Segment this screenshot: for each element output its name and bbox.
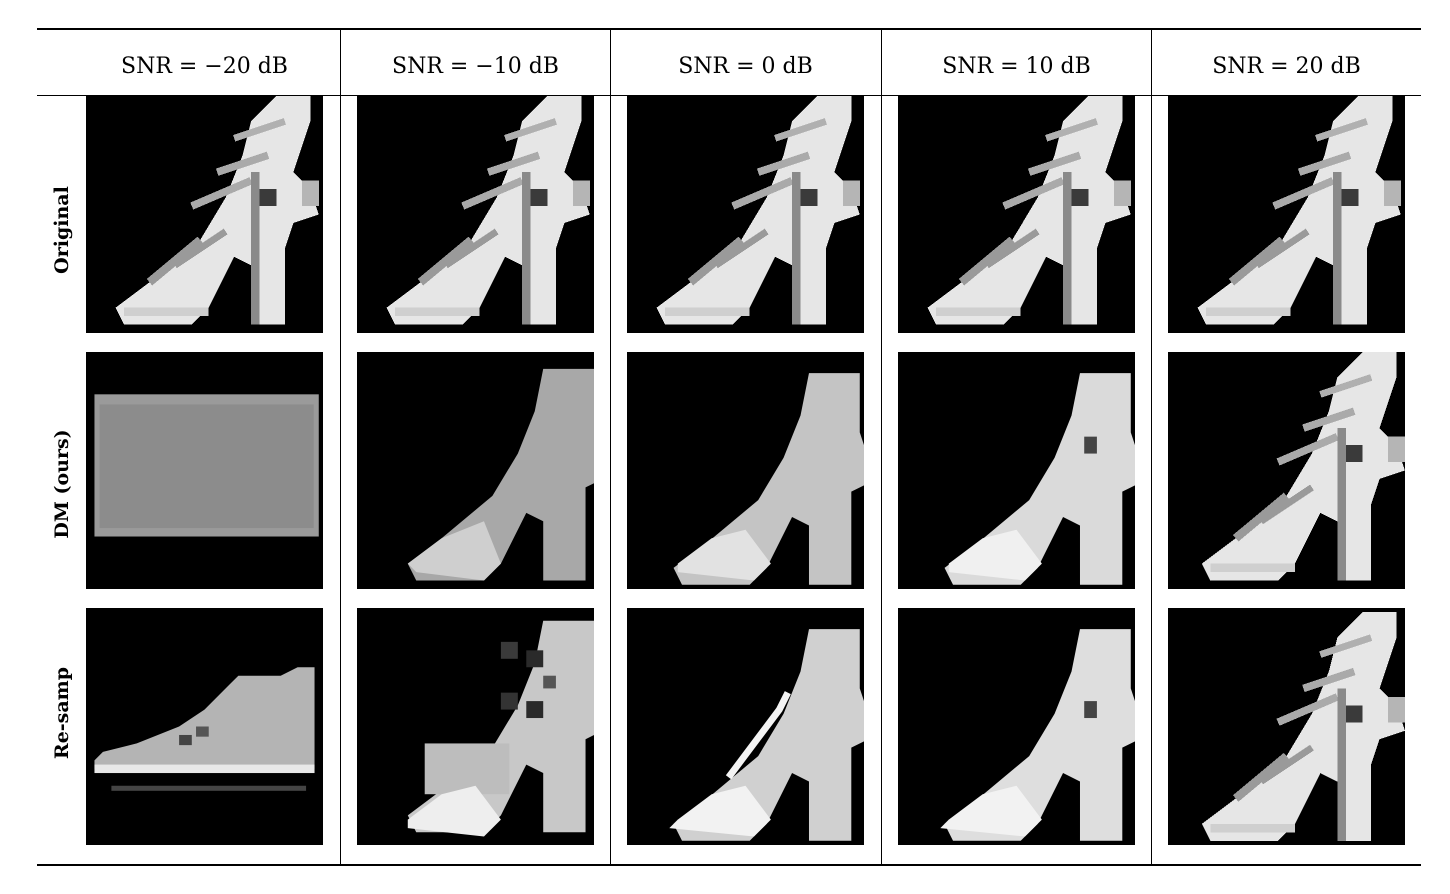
image-resamp-snr-minus-10	[357, 608, 594, 845]
bottom-rule	[37, 864, 1421, 866]
boot-image	[627, 96, 864, 333]
image-dm-snr-minus-20	[86, 352, 323, 589]
boot-image	[407, 368, 594, 581]
boot-image	[940, 629, 1135, 841]
column-header-snr-20: SNR = 20 dB	[1212, 54, 1361, 79]
sneaker-image	[94, 667, 315, 791]
boot-image	[86, 96, 323, 333]
image-original-snr-20	[1168, 96, 1405, 333]
top-rule	[37, 28, 1421, 30]
boot-image	[898, 96, 1135, 333]
boot-image	[944, 373, 1135, 585]
column-separator	[340, 29, 341, 865]
image-original-snr-minus-20	[86, 96, 323, 333]
image-original-snr-10	[898, 96, 1135, 333]
image-dm-snr-10	[898, 352, 1135, 589]
column-header-snr-10: SNR = 10 dB	[942, 54, 1091, 79]
image-original-snr-0	[627, 96, 864, 333]
column-separator	[1151, 29, 1152, 865]
boot-image	[407, 620, 594, 837]
boot-image	[669, 629, 864, 841]
image-resamp-snr-10	[898, 608, 1135, 845]
column-separator	[881, 29, 882, 865]
image-resamp-snr-minus-20	[86, 608, 323, 845]
boot-image	[673, 373, 864, 585]
image-dm-snr-minus-10	[357, 352, 594, 589]
column-header-snr-minus-20: SNR = −20 dB	[121, 54, 288, 79]
column-separator	[610, 29, 611, 865]
image-resamp-snr-0	[627, 608, 864, 845]
column-header-snr-0: SNR = 0 dB	[678, 54, 813, 79]
boot-image	[357, 96, 594, 333]
image-original-snr-minus-10	[357, 96, 594, 333]
row-label-dm-ours: DM (ours)	[51, 429, 73, 539]
image-resamp-snr-20	[1168, 608, 1405, 845]
column-header-snr-minus-10: SNR = −10 dB	[392, 54, 559, 79]
row-label-original: Original	[51, 186, 73, 274]
rectangle-image	[94, 394, 319, 537]
boot-image	[1168, 96, 1405, 333]
row-label-re-samp: Re-samp	[51, 666, 73, 760]
boot-image	[1168, 352, 1405, 589]
image-dm-snr-0	[627, 352, 864, 589]
header-rule	[37, 95, 1421, 96]
boot-image	[1168, 608, 1405, 845]
image-dm-snr-20	[1168, 352, 1405, 589]
